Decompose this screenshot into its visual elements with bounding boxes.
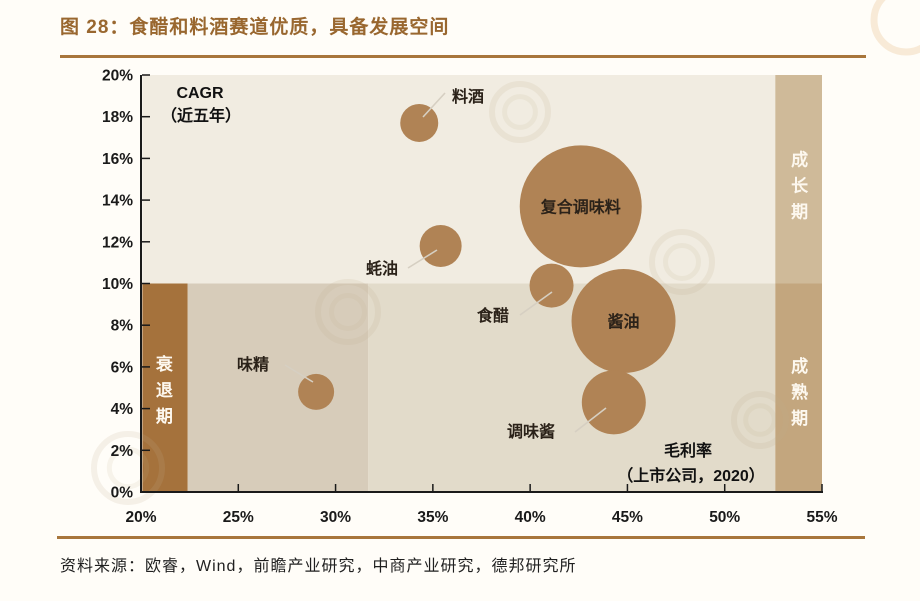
- zone-region-lower-right: [368, 283, 776, 492]
- bubble-liaojiu: [400, 103, 439, 142]
- watermark-circle: [91, 431, 165, 505]
- source-note: 资料来源：欧睿，Wind，前瞻产业研究，中商产业研究，德邦研究所: [60, 558, 577, 575]
- watermark-stamp: [870, 0, 920, 56]
- x-tick-label: 40%: [515, 509, 546, 526]
- bubble-haoyou: [419, 224, 462, 267]
- zone-region-mature-strip: [775, 283, 822, 492]
- callout-line-liaojiu: [422, 92, 446, 118]
- y-axis-title-line1: CAGR: [176, 85, 224, 102]
- bubble-label-tiaoweijiang: 调味酱: [507, 422, 555, 441]
- x-tick-label: 20%: [125, 509, 156, 526]
- callout-line-tiaoweijiang: [574, 407, 607, 433]
- x-tick-label: 50%: [709, 509, 740, 526]
- callout-line-haoyou: [407, 249, 438, 269]
- bubble-shicu: [529, 263, 574, 308]
- x-tick-label: 45%: [612, 509, 643, 526]
- watermark-circle-inner: [743, 403, 777, 437]
- watermark-circle-inner: [106, 446, 150, 490]
- y-tick-label: 8%: [111, 318, 134, 335]
- y-tick-label: 6%: [111, 359, 134, 376]
- zone-label-mature: 成熟期: [791, 356, 808, 428]
- y-axis-title-line2: （近五年）: [161, 106, 241, 125]
- bubble-weijing: [298, 373, 335, 410]
- zone-label-decline: 衰退期: [155, 354, 174, 426]
- watermark-circle: [731, 391, 789, 449]
- watermark-circle-inner: [329, 293, 367, 331]
- x-tick-label: 25%: [223, 509, 254, 526]
- bubble-tiaoweijiang: [581, 370, 646, 435]
- bubble-label-shicu: 食醋: [476, 306, 509, 325]
- title-divider: [60, 55, 866, 58]
- watermark-circle-inner: [502, 94, 538, 130]
- figure-title: 图 28：食醋和料酒赛道优质，具备发展空间: [60, 17, 450, 38]
- watermark-circle: [649, 229, 715, 295]
- bubble-label-liaojiu: 料酒: [452, 87, 484, 106]
- zone-label-growth: 成长期: [791, 150, 809, 222]
- bottom-divider: [57, 536, 865, 539]
- bubble-fuhetiaoweiliao: [519, 145, 642, 268]
- callout-line-weijing: [284, 364, 314, 383]
- zone-region-lower-left: [187, 283, 369, 492]
- y-tick-label: 14%: [102, 193, 133, 210]
- x-tick-label: 30%: [320, 509, 351, 526]
- y-tick-label: 18%: [102, 109, 133, 126]
- watermark-circle-inner: [663, 243, 701, 281]
- x-axis-title-line1: 毛利率: [664, 441, 712, 460]
- watermark-circle: [489, 81, 551, 143]
- bubble-label-weijing: 味精: [237, 355, 269, 374]
- bubble-label-jiangyou: 酱油: [608, 312, 640, 331]
- y-tick-label: 16%: [102, 151, 133, 168]
- bubble-label-haoyou: 蚝油: [366, 259, 398, 278]
- x-axis-title-line2: （上市公司，2020）: [617, 466, 765, 485]
- y-tick-label: 2%: [111, 443, 134, 460]
- y-tick-label: 10%: [102, 276, 133, 293]
- x-tick-label: 35%: [417, 509, 448, 526]
- callout-line-shicu: [519, 291, 553, 316]
- y-tick-label: 4%: [111, 401, 134, 418]
- watermark-circle: [315, 279, 381, 345]
- y-tick-label: 0%: [111, 485, 134, 502]
- y-tick-label: 20%: [102, 68, 133, 85]
- bubble-jiangyou: [571, 269, 676, 374]
- x-tick-label: 55%: [806, 509, 837, 526]
- bubble-label-fuhetiaoweiliao: 复合调味料: [540, 197, 621, 216]
- zone-region-growth-strip: [775, 75, 822, 284]
- y-tick-label: 12%: [102, 234, 133, 251]
- zone-region-decline-strip: [142, 283, 188, 492]
